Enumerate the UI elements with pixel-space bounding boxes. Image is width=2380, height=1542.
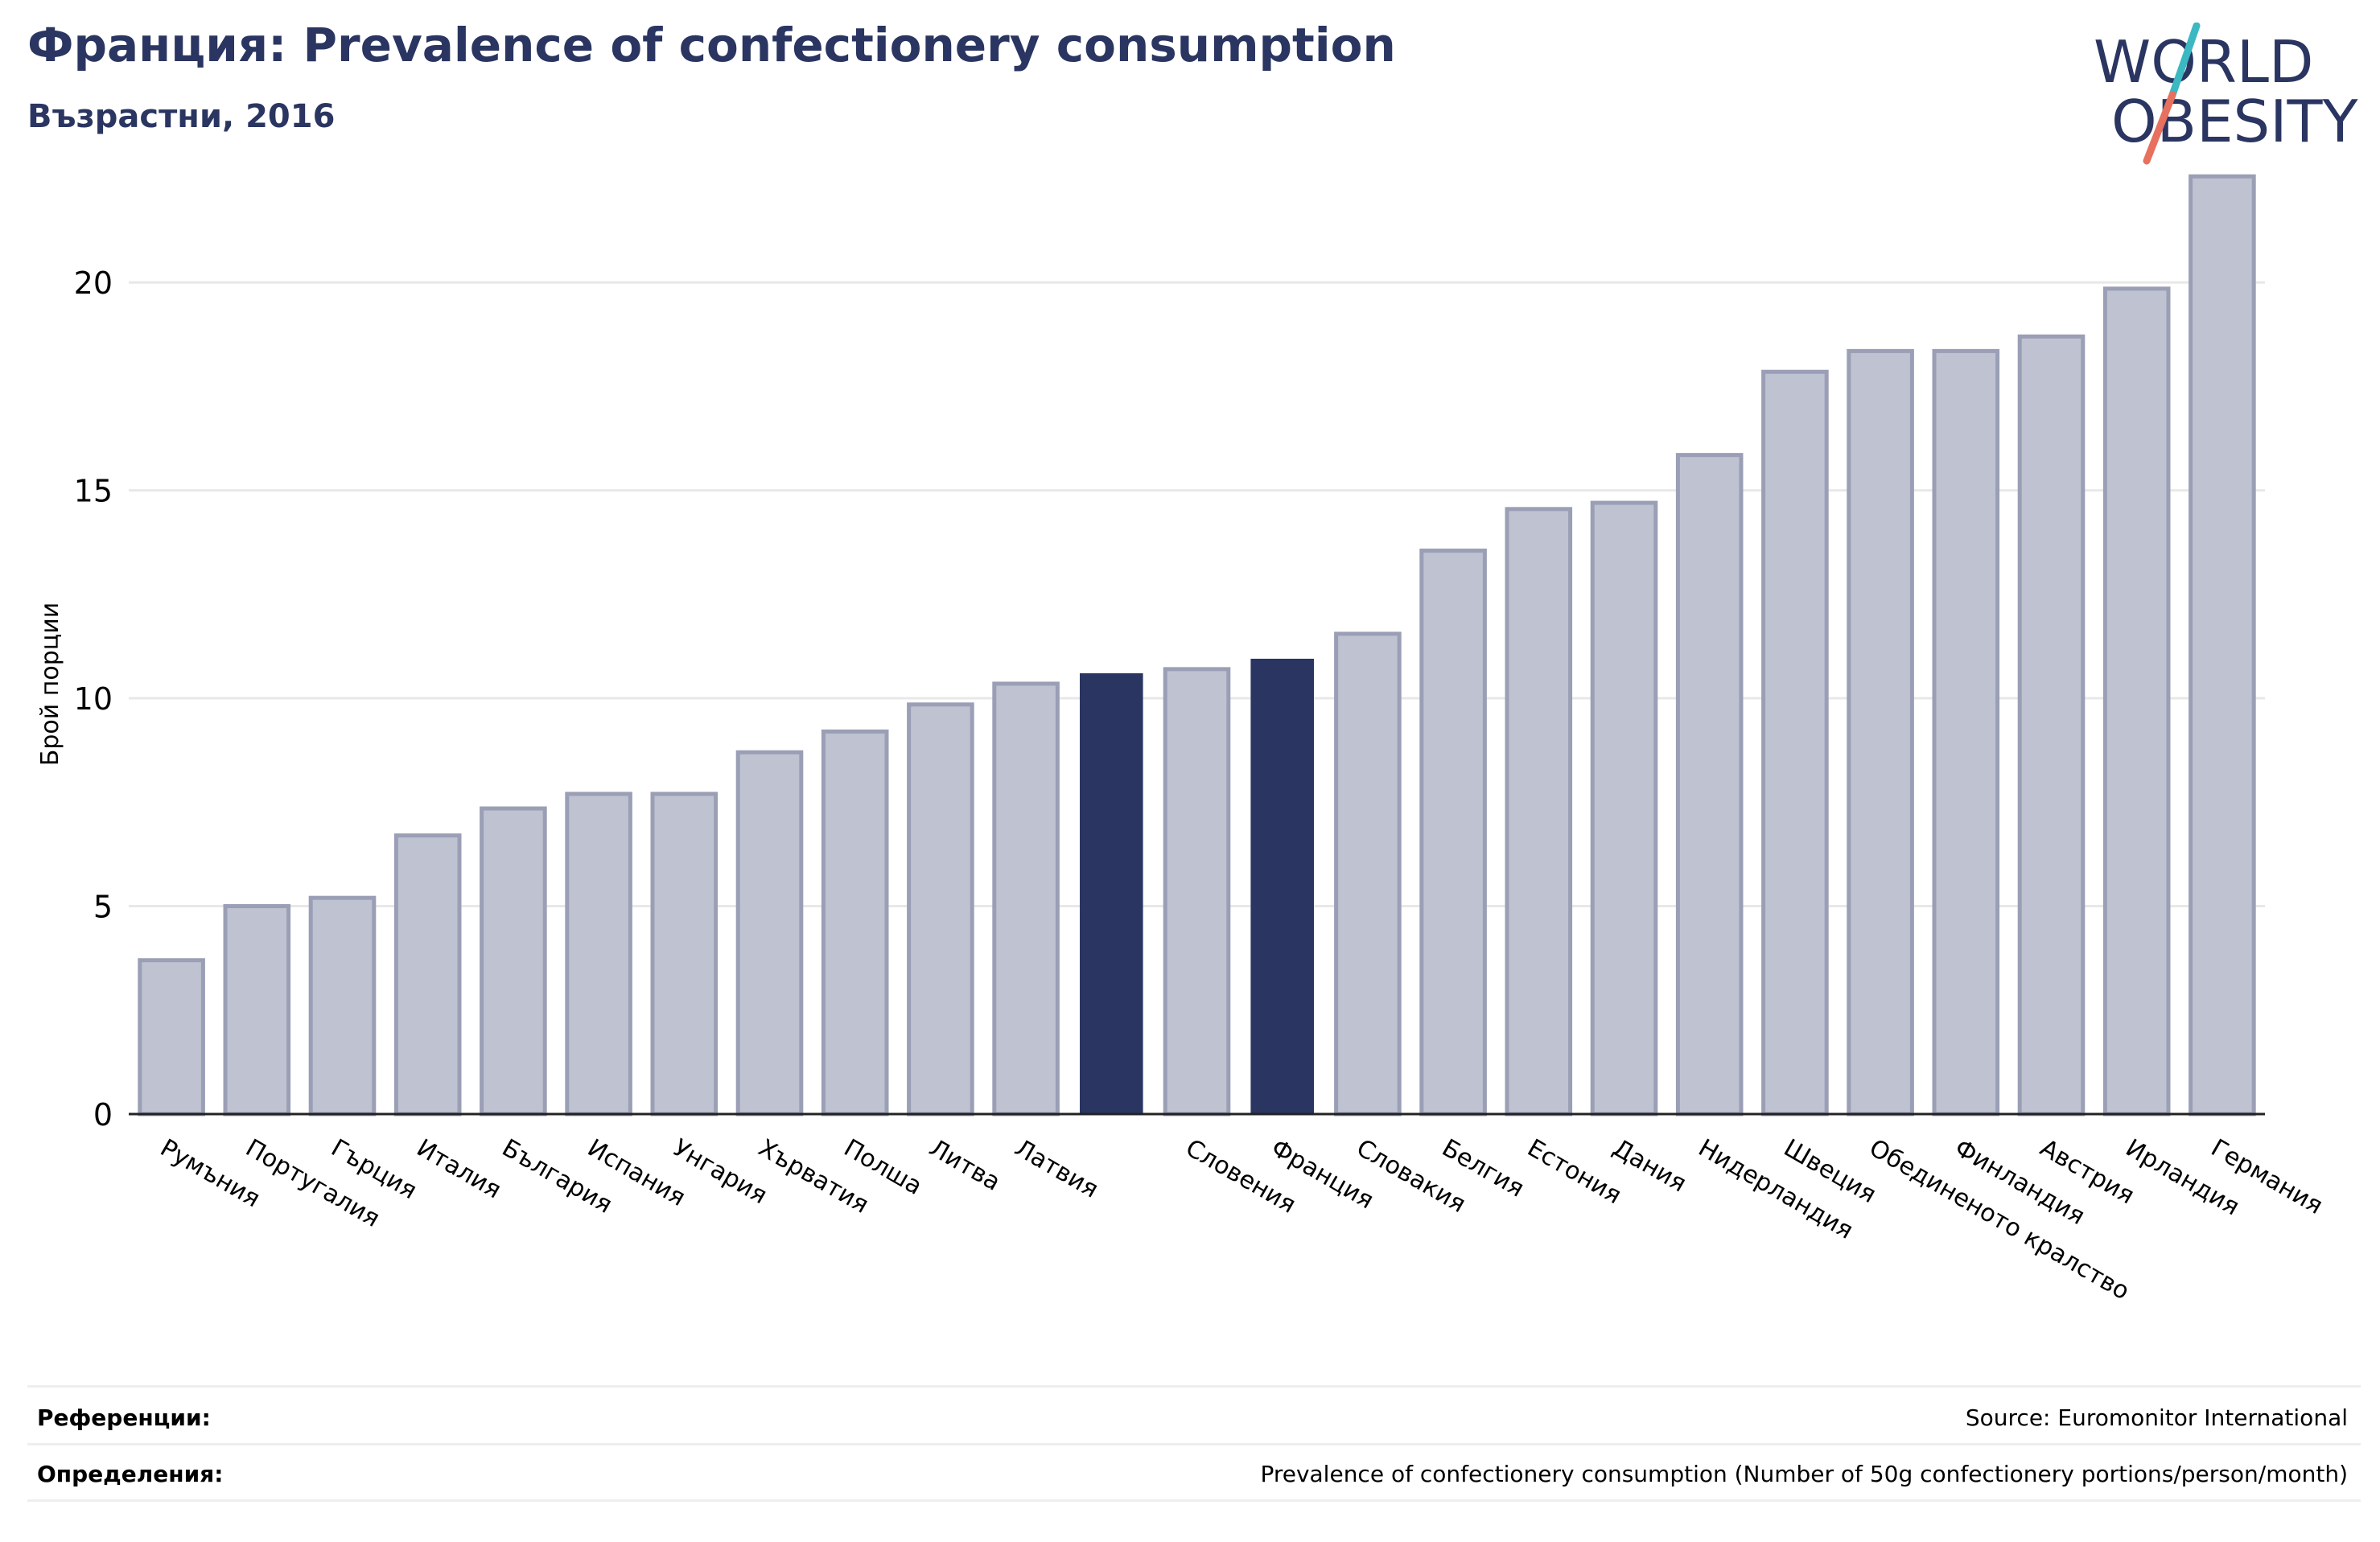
chart-title: Франция: Prevalence of confectionery con… <box>27 18 1396 72</box>
bar <box>1334 631 1402 1116</box>
bar <box>1505 507 1573 1116</box>
bar <box>1250 658 1314 1114</box>
bar <box>650 792 719 1116</box>
bar <box>138 958 205 1116</box>
bar <box>992 681 1060 1116</box>
bar <box>1847 348 1914 1116</box>
bar <box>393 833 462 1116</box>
bar <box>1163 667 1231 1116</box>
bar <box>308 895 377 1116</box>
x-tick-labels: РумънияПортугалияГърцияИталияБългарияИсп… <box>155 1134 2328 1306</box>
y-axis-label: Брой порции <box>36 602 64 766</box>
bar <box>1419 549 1487 1116</box>
bar <box>1080 673 1143 1114</box>
bar-chart: 0 5 10 15 20 РумънияПортугалияГърцияИталияБъ… <box>36 174 2328 1306</box>
y-tick-label: 20 <box>74 265 113 301</box>
definitions-value: Prevalence of confectionery consumption … <box>1260 1461 2348 1487</box>
bar <box>480 806 547 1116</box>
bar <box>1590 500 1658 1116</box>
y-ticks: 0 5 10 15 20 <box>74 265 113 1133</box>
bar <box>565 792 632 1116</box>
bar <box>2189 174 2256 1116</box>
world-obesity-logo: WORLD OBESITY <box>2094 23 2358 165</box>
bar <box>1761 369 1829 1116</box>
logo-word-world: WORLD <box>2094 28 2313 96</box>
x-tick-label: Латвия <box>1010 1134 1103 1204</box>
x-tick-label: Италия <box>412 1134 506 1205</box>
bar <box>735 750 804 1116</box>
footer-divider-bottom <box>27 1499 2361 1502</box>
y-tick-label: 0 <box>93 1097 113 1133</box>
y-tick-label: 5 <box>93 890 113 925</box>
bars <box>138 174 2256 1116</box>
bar <box>2017 334 2086 1116</box>
footer-divider-top <box>27 1385 2361 1388</box>
references-label: Референции: <box>37 1404 211 1431</box>
y-tick-label: 15 <box>74 474 113 509</box>
logo-slash-bottom <box>2143 91 2176 165</box>
logo-slash-top <box>2168 23 2201 99</box>
bar <box>2102 286 2171 1116</box>
footer-divider-middle <box>27 1443 2361 1445</box>
bar <box>1932 348 2000 1116</box>
bar <box>907 702 974 1116</box>
y-tick-label: 10 <box>74 681 113 717</box>
bar <box>223 904 291 1116</box>
references-value: Source: Euromonitor International <box>1965 1404 2348 1431</box>
x-tick-label: Литва <box>924 1134 1005 1197</box>
x-tick-label: Естония <box>1522 1134 1626 1211</box>
definitions-label: Определения: <box>37 1461 224 1487</box>
bar <box>1675 453 1744 1116</box>
bar <box>821 729 889 1116</box>
chart-subtitle: Възрастни, 2016 <box>27 98 336 135</box>
